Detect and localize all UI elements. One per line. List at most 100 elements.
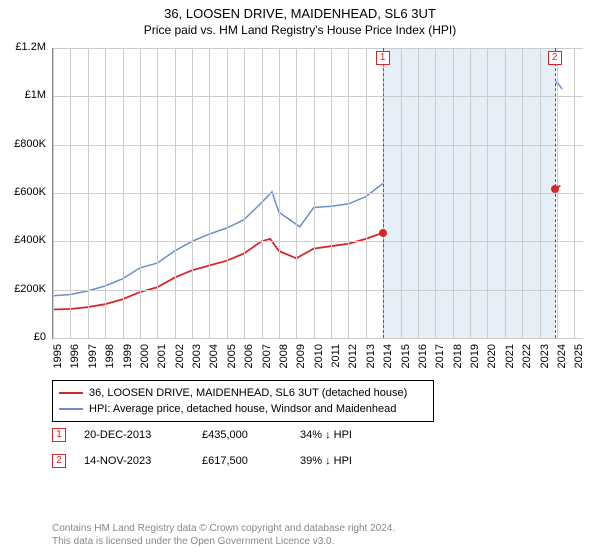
footer-credits: Contains HM Land Registry data © Crown c…: [52, 522, 395, 548]
gridline-h: [53, 290, 583, 291]
y-tick-label: £800K: [2, 138, 46, 150]
y-tick-label: £200K: [2, 283, 46, 295]
gridline-v: [88, 48, 89, 338]
x-tick-label: 2023: [539, 344, 551, 384]
sale-date: 20-DEC-2013: [84, 429, 184, 441]
x-tick-label: 2009: [295, 344, 307, 384]
legend-row: 36, LOOSEN DRIVE, MAIDENHEAD, SL6 3UT (d…: [59, 385, 427, 401]
sale-dot-2: [551, 185, 559, 193]
gridline-v: [192, 48, 193, 338]
chart-title-1: 36, LOOSEN DRIVE, MAIDENHEAD, SL6 3UT: [0, 0, 600, 21]
sale-row-marker: 1: [52, 428, 66, 442]
gridline-v: [175, 48, 176, 338]
x-tick-label: 2002: [174, 344, 186, 384]
sale-diff: 39% ↓ HPI: [300, 455, 352, 467]
x-tick-label: 2000: [139, 344, 151, 384]
x-tick-label: 2016: [417, 344, 429, 384]
gridline-v: [296, 48, 297, 338]
x-tick-label: 2010: [313, 344, 325, 384]
footer-line-2: This data is licensed under the Open Gov…: [52, 535, 395, 548]
y-tick-label: £1M: [2, 89, 46, 101]
legend-swatch: [59, 408, 83, 410]
x-tick-label: 2001: [156, 344, 168, 384]
y-tick-label: £600K: [2, 186, 46, 198]
x-tick-label: 2012: [347, 344, 359, 384]
sale-vline-2: [555, 48, 556, 338]
gridline-v: [470, 48, 471, 338]
sale-diff: 34% ↓ HPI: [300, 429, 352, 441]
gridline-v: [227, 48, 228, 338]
x-tick-label: 1996: [69, 344, 81, 384]
gridline-v: [505, 48, 506, 338]
gridline-h: [53, 145, 583, 146]
x-tick-label: 2008: [278, 344, 290, 384]
gridline-v: [453, 48, 454, 338]
x-tick-label: 1998: [104, 344, 116, 384]
x-tick-label: 2019: [469, 344, 481, 384]
x-tick-label: 2011: [330, 344, 342, 384]
gridline-h: [53, 338, 583, 339]
x-tick-label: 1997: [87, 344, 99, 384]
chart-title-2: Price paid vs. HM Land Registry's House …: [0, 21, 600, 37]
gridline-v: [331, 48, 332, 338]
x-tick-label: 2007: [261, 344, 273, 384]
gridline-v: [70, 48, 71, 338]
x-tick-label: 2006: [243, 344, 255, 384]
gridline-v: [401, 48, 402, 338]
x-tick-label: 2020: [486, 344, 498, 384]
gridline-v: [487, 48, 488, 338]
legend-swatch: [59, 392, 83, 394]
gridline-v: [262, 48, 263, 338]
x-tick-label: 2025: [573, 344, 585, 384]
legend-label: 36, LOOSEN DRIVE, MAIDENHEAD, SL6 3UT (d…: [89, 385, 407, 401]
y-tick-label: £1.2M: [2, 41, 46, 53]
gridline-v: [366, 48, 367, 338]
x-tick-label: 2004: [208, 344, 220, 384]
legend-label: HPI: Average price, detached house, Wind…: [89, 401, 396, 417]
plot-area: 12: [52, 48, 583, 339]
gridline-h: [53, 241, 583, 242]
gridline-v: [105, 48, 106, 338]
x-tick-label: 1999: [122, 344, 134, 384]
x-tick-label: 2013: [365, 344, 377, 384]
gridline-v: [279, 48, 280, 338]
x-tick-label: 2014: [382, 344, 394, 384]
chart-container: 36, LOOSEN DRIVE, MAIDENHEAD, SL6 3UT Pr…: [0, 0, 600, 560]
gridline-v: [522, 48, 523, 338]
x-tick-label: 2022: [521, 344, 533, 384]
x-tick-label: 2017: [434, 344, 446, 384]
sale-date: 14-NOV-2023: [84, 455, 184, 467]
gridline-v: [574, 48, 575, 338]
gridline-v: [348, 48, 349, 338]
gridline-v: [157, 48, 158, 338]
gridline-h: [53, 48, 583, 49]
sale-price: £435,000: [202, 429, 282, 441]
legend-row: HPI: Average price, detached house, Wind…: [59, 401, 427, 417]
gridline-h: [53, 193, 583, 194]
y-tick-label: £400K: [2, 234, 46, 246]
y-tick-label: £0: [2, 331, 46, 343]
sale-row-marker: 2: [52, 454, 66, 468]
gridline-v: [314, 48, 315, 338]
x-tick-label: 2018: [452, 344, 464, 384]
gridline-v: [123, 48, 124, 338]
x-tick-label: 2003: [191, 344, 203, 384]
x-tick-label: 2015: [400, 344, 412, 384]
x-tick-label: 2005: [226, 344, 238, 384]
sale-row-1: 1 20-DEC-2013 £435,000 34% ↓ HPI: [52, 428, 352, 442]
sale-vline-1: [383, 48, 384, 338]
legend: 36, LOOSEN DRIVE, MAIDENHEAD, SL6 3UT (d…: [52, 380, 434, 422]
sale-price: £617,500: [202, 455, 282, 467]
sale-row-2: 2 14-NOV-2023 £617,500 39% ↓ HPI: [52, 454, 352, 468]
gridline-v: [244, 48, 245, 338]
gridline-v: [435, 48, 436, 338]
gridline-v: [140, 48, 141, 338]
footer-line-1: Contains HM Land Registry data © Crown c…: [52, 522, 395, 535]
sale-marker-box-1: 1: [376, 51, 390, 65]
gridline-v: [209, 48, 210, 338]
x-tick-label: 2021: [504, 344, 516, 384]
sale-dot-1: [379, 229, 387, 237]
gridline-v: [418, 48, 419, 338]
gridline-v: [540, 48, 541, 338]
gridline-v: [53, 48, 54, 338]
